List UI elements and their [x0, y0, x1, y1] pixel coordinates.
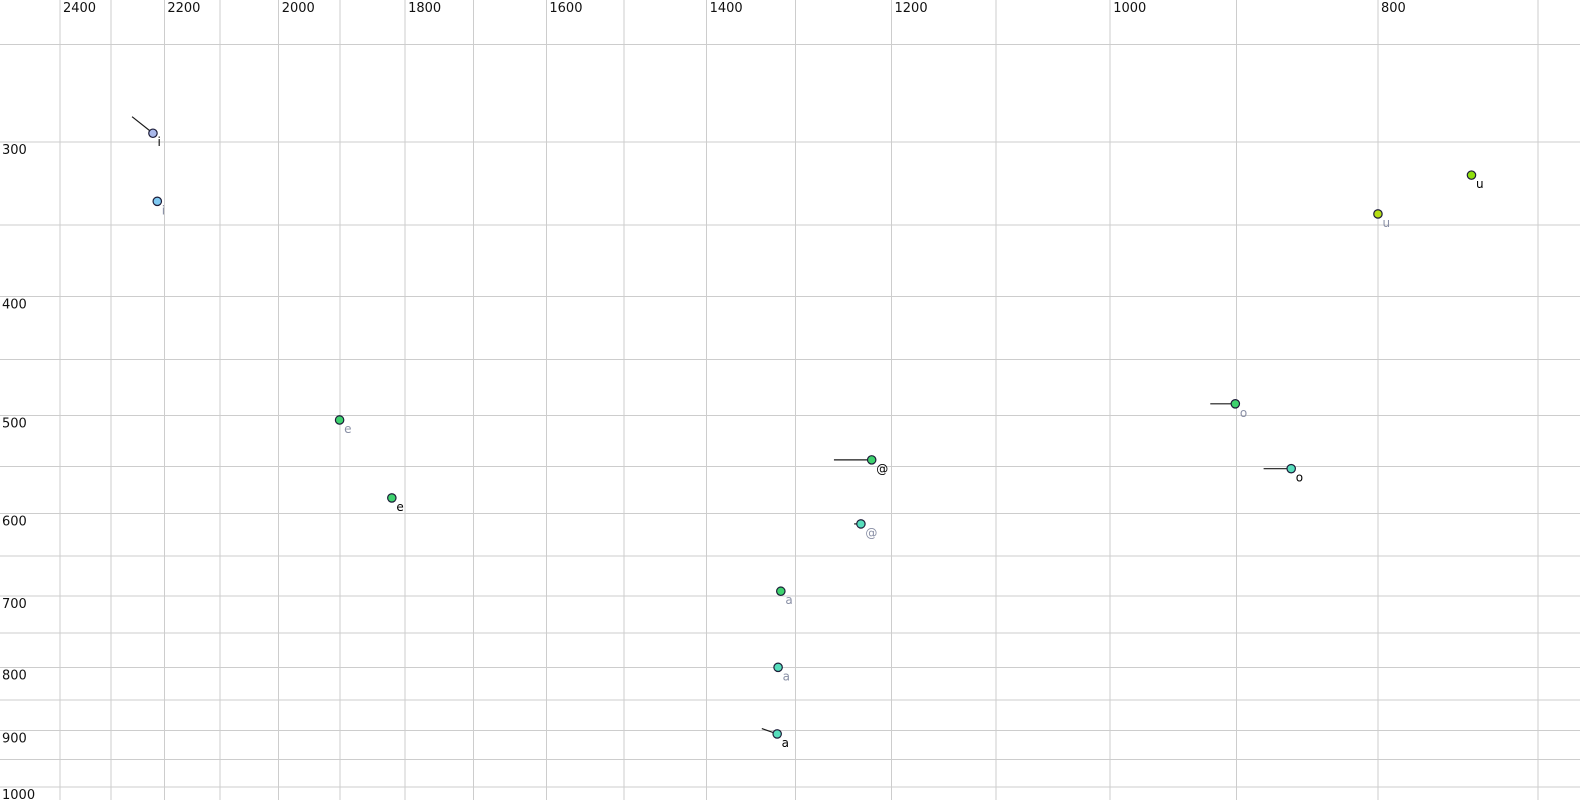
vowel-point-i [148, 128, 158, 139]
x-tick-label: 2200 [167, 1, 200, 16]
x-tick-label: 1400 [710, 1, 743, 16]
x-tick-label: 1600 [549, 1, 582, 16]
x-tick-label: 800 [1381, 1, 1406, 16]
vowel-point-label: e [344, 422, 351, 436]
vowel-point-u [1373, 209, 1383, 219]
y-tick-label: 600 [2, 514, 27, 529]
x-tick-label: 1200 [895, 1, 928, 16]
vowel-point-label: a [785, 593, 792, 607]
vowel-point-label: a [782, 736, 789, 750]
x-tick-label: 2400 [63, 1, 96, 16]
y-tick-label: 900 [2, 731, 27, 746]
y-tick-label: 700 [2, 597, 27, 612]
vowel-point-o [1230, 399, 1241, 409]
x-tick-label: 2000 [282, 1, 315, 16]
vowel-point-label: @ [876, 462, 888, 476]
y-tick-label: 400 [2, 297, 27, 312]
y-tick-label: 500 [2, 417, 27, 432]
vowel-point-o [1286, 463, 1296, 474]
x-tick-label: 1800 [408, 1, 441, 16]
vowel-point-label: e [396, 500, 403, 514]
vowel-point-e [387, 493, 397, 503]
vowel-point-label: @ [865, 526, 877, 540]
vowel-point-label: a [783, 669, 790, 683]
vowel-point-label: o [1240, 406, 1247, 420]
vowel-point-a [773, 662, 783, 673]
vowel-point-schwa [866, 455, 877, 465]
vowel-point-label: u [1382, 216, 1390, 230]
vowel-point-label: u [1476, 177, 1484, 191]
vowel-point-a [776, 586, 786, 597]
vowel-point-u [1466, 170, 1477, 180]
vowel-point-a [772, 729, 782, 739]
y-tick-label: 800 [2, 668, 27, 683]
vowel-point-label: i [157, 135, 160, 149]
x-tick-label: 1000 [1113, 1, 1146, 16]
vowel-point-label: o [1296, 471, 1303, 485]
vowel-point-e [334, 415, 345, 425]
vowel-point-i [152, 196, 163, 207]
vowel-point-label: i [162, 203, 165, 217]
y-tick-label: 300 [2, 143, 27, 158]
y-tick-label: 1000 [2, 788, 35, 800]
vowel-point-schwa [856, 519, 866, 529]
